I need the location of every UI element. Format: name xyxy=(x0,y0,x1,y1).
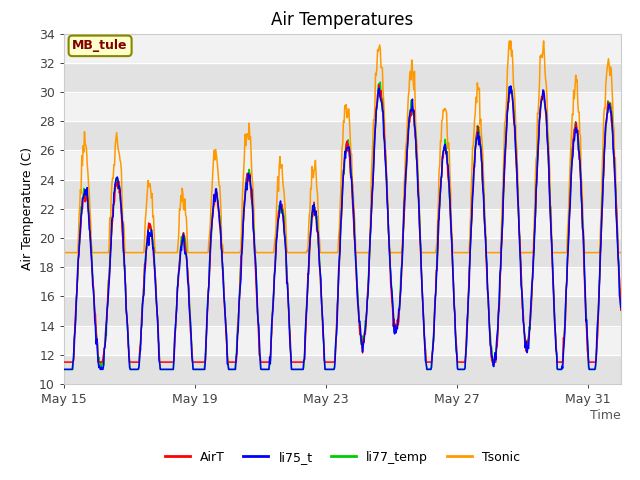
Bar xyxy=(64,92,621,121)
Bar xyxy=(64,325,621,355)
Bar xyxy=(64,296,621,325)
Legend: AirT, li75_t, li77_temp, Tsonic: AirT, li75_t, li77_temp, Tsonic xyxy=(160,446,525,469)
Bar xyxy=(64,34,621,63)
Bar xyxy=(64,180,621,209)
Bar xyxy=(64,63,621,92)
Text: MB_tule: MB_tule xyxy=(72,39,128,52)
Bar xyxy=(64,150,621,180)
Bar xyxy=(64,355,621,384)
Bar xyxy=(64,267,621,296)
Text: Time: Time xyxy=(590,408,621,421)
Bar xyxy=(64,209,621,238)
Y-axis label: Air Temperature (C): Air Temperature (C) xyxy=(20,147,33,270)
Bar xyxy=(64,238,621,267)
Bar xyxy=(64,121,621,150)
Title: Air Temperatures: Air Temperatures xyxy=(271,11,413,29)
